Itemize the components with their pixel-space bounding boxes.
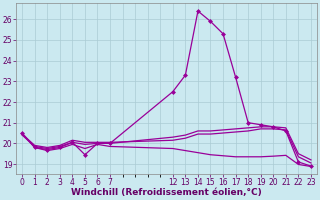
X-axis label: Windchill (Refroidissement éolien,°C): Windchill (Refroidissement éolien,°C) xyxy=(71,188,262,197)
